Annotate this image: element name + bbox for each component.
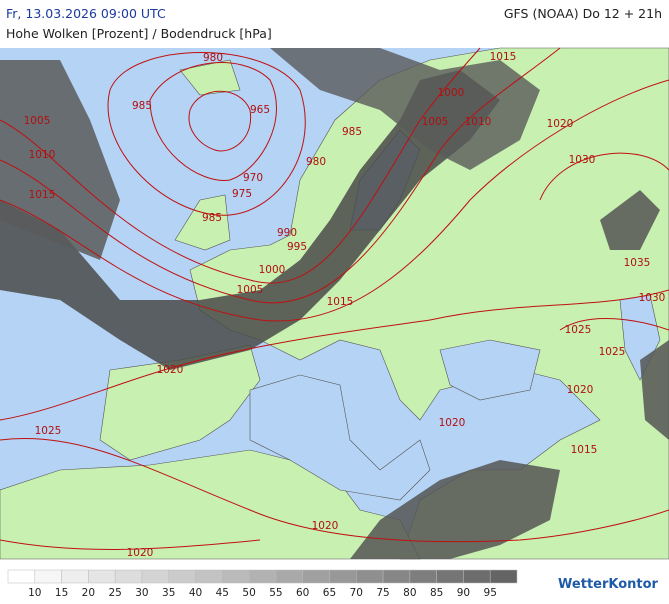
isobar-label: 975 [232, 188, 252, 200]
legend-swatch [356, 569, 384, 584]
legend-swatch [222, 569, 250, 584]
legend-swatch [409, 569, 437, 584]
legend-swatch [88, 569, 116, 584]
legend-tick-label: 75 [376, 587, 389, 599]
isobar-label: 1005 [24, 115, 51, 127]
legend-tick-label: 40 [189, 587, 202, 599]
isobar-label: 1015 [327, 296, 354, 308]
isobar-label: 1030 [639, 292, 666, 304]
legend-tick-label: 25 [108, 587, 121, 599]
isobar-label: 1015 [490, 51, 517, 63]
clouds [0, 60, 120, 260]
logo: WetterKontor [558, 577, 659, 592]
legend-swatch [382, 569, 411, 584]
isobar-label: 1005 [237, 284, 264, 296]
legend-swatch [302, 569, 330, 584]
legend-swatch [61, 569, 89, 584]
isobar-label: 1025 [35, 425, 62, 437]
isobar-label: 985 [202, 212, 222, 224]
isobar-label: 995 [287, 241, 307, 253]
isobar-label: 1025 [599, 346, 626, 358]
legend: 10 15 20 25 30 35 40 45 50 55 60 65 70 75 80 85 90 95 [7, 569, 518, 599]
legend-tick-label: 50 [242, 587, 255, 599]
legend-tick-label: 80 [403, 587, 416, 599]
clouds [270, 48, 540, 170]
legend-tick-label: 55 [269, 587, 282, 599]
isobar-label: 985 [132, 100, 152, 112]
legend-tick-label: 30 [135, 587, 148, 599]
isobar-label: 990 [277, 227, 297, 239]
isobar-label: 1020 [439, 417, 466, 429]
legend-tick-label: 95 [484, 587, 497, 599]
isobar-label: 1010 [465, 116, 492, 128]
isobar-label: 1020 [157, 364, 184, 376]
legend-swatch [248, 569, 277, 584]
isobar-label: 1030 [569, 154, 596, 166]
legend-tick-label: 35 [162, 587, 175, 599]
isobar-label: 1025 [565, 324, 592, 336]
isobar-label: 1015 [29, 189, 56, 201]
legend-tick-label: 70 [350, 587, 363, 599]
clouds [350, 190, 669, 559]
isobar-label: 1005 [422, 116, 449, 128]
isobar-label: 970 [243, 172, 263, 184]
legend-swatch [195, 569, 223, 584]
datetime: Fr, 13.03.2026 09:00 UTC [6, 6, 166, 21]
legend-swatch [168, 569, 196, 584]
legend-tick-label: 45 [216, 587, 229, 599]
isobar-label: 1010 [29, 149, 56, 161]
map-area: 980 985 965 1005 1010 970 975 1015 985 980 985 990 9… [0, 47, 669, 560]
isobar-label: 1000 [259, 264, 286, 276]
legend-tick-label: 20 [82, 587, 95, 599]
isobar-label: 980 [203, 52, 223, 64]
legend-swatch [114, 569, 143, 584]
legend-swatch [34, 569, 62, 584]
isobar-label: 1020 [127, 547, 154, 559]
isobar-label: 965 [250, 104, 270, 116]
legend-swatch [436, 569, 464, 584]
legend-swatch [275, 569, 303, 584]
isobar-label: 1015 [571, 444, 598, 456]
isobar-label: 1020 [567, 384, 594, 396]
legend-swatch [463, 569, 491, 584]
isobar-label: 1020 [547, 118, 574, 130]
isobar-label: 1020 [312, 520, 339, 532]
legend-tick-label: 65 [323, 587, 336, 599]
subtitle: Hohe Wolken [Prozent] / Bodendruck [hPa] [6, 26, 272, 41]
legend-tick-label: 90 [457, 587, 470, 599]
legend-tick-label: 10 [28, 587, 41, 599]
model-run: GFS (NOAA) Do 12 + 21h [504, 6, 662, 21]
legend-tick-label: 15 [55, 587, 68, 599]
legend-tick-label: 85 [430, 587, 443, 599]
legend-swatch [489, 569, 518, 584]
legend-swatch [141, 569, 169, 584]
isobars [0, 47, 669, 550]
isobar-label: 980 [306, 156, 326, 168]
isobar-label: 1000 [438, 87, 465, 99]
isobar-label: 1035 [624, 257, 651, 269]
isobar-label: 985 [342, 126, 362, 138]
legend-tick-label: 60 [296, 587, 309, 599]
legend-swatch [7, 569, 36, 584]
legend-swatch [329, 569, 357, 584]
